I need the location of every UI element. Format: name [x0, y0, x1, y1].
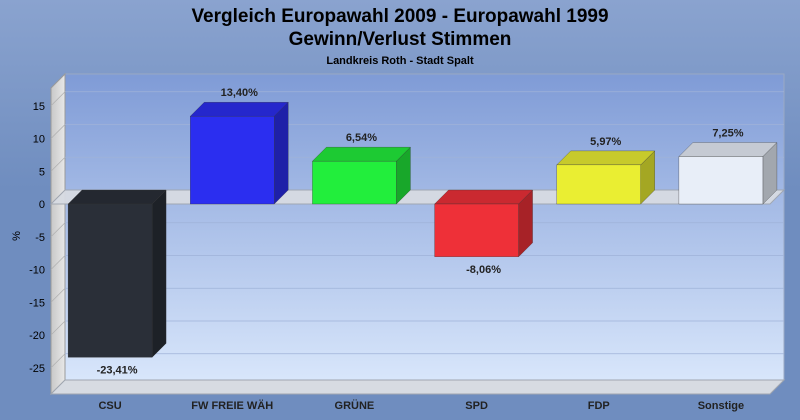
bar — [190, 116, 275, 205]
data-label: 6,54% — [346, 132, 377, 144]
bar-top — [678, 142, 778, 157]
grid-line — [50, 287, 66, 303]
bar-top — [67, 189, 167, 205]
bar-top — [434, 189, 533, 205]
grid-line — [50, 91, 66, 107]
plot-floor — [49, 379, 786, 395]
data-label: 5,97% — [590, 136, 621, 148]
bar — [67, 203, 153, 358]
grid-line — [50, 353, 66, 369]
grid-line — [50, 156, 66, 172]
bar — [434, 203, 519, 257]
chart-region: Landkreis Roth - Stadt Spalt — [326, 55, 474, 67]
y-tick-label: 0 — [39, 199, 45, 211]
y-tick-label: -15 — [29, 297, 45, 309]
grid-line — [50, 124, 66, 139]
grid-line — [50, 222, 66, 238]
bar — [556, 164, 641, 205]
bar — [312, 161, 397, 205]
y-tick-label: -25 — [29, 363, 45, 375]
y-tick-label: 10 — [33, 134, 45, 146]
grid-line — [50, 255, 66, 270]
grid-line — [50, 320, 66, 336]
bar-top — [556, 150, 656, 166]
bar-side — [151, 189, 167, 358]
y-tick-label: -5 — [35, 232, 45, 244]
bar-top — [312, 147, 411, 162]
x-tick-label: SPD — [465, 400, 488, 412]
bar — [678, 156, 764, 205]
chart-title: Vergleich Europawahl 2009 - Europawahl 1… — [191, 6, 609, 27]
y-tick-label: -10 — [29, 265, 45, 277]
data-label: -8,06% — [466, 264, 501, 276]
y-tick-label: 15 — [33, 101, 45, 113]
x-tick-label: FDP — [588, 400, 610, 412]
chart-subtitle: Gewinn/Verlust Stimmen — [288, 29, 512, 50]
x-tick-label: FW FREIE WÄH — [191, 399, 273, 412]
y-axis-label: % — [11, 231, 23, 241]
x-tick-label: GRÜNE — [335, 399, 375, 412]
plot-back-wall — [64, 73, 785, 381]
data-label: 13,40% — [221, 87, 259, 99]
data-label: 7,25% — [712, 128, 743, 140]
y-tick-label: -20 — [29, 330, 45, 342]
y-tick-label: 5 — [39, 166, 45, 178]
x-tick-label: Sonstige — [698, 400, 744, 412]
plot-side-wall — [50, 72, 66, 396]
data-label: -23,41% — [97, 364, 138, 376]
x-tick-label: CSU — [98, 400, 121, 412]
bar-side — [274, 101, 289, 205]
bar-top — [189, 102, 289, 117]
